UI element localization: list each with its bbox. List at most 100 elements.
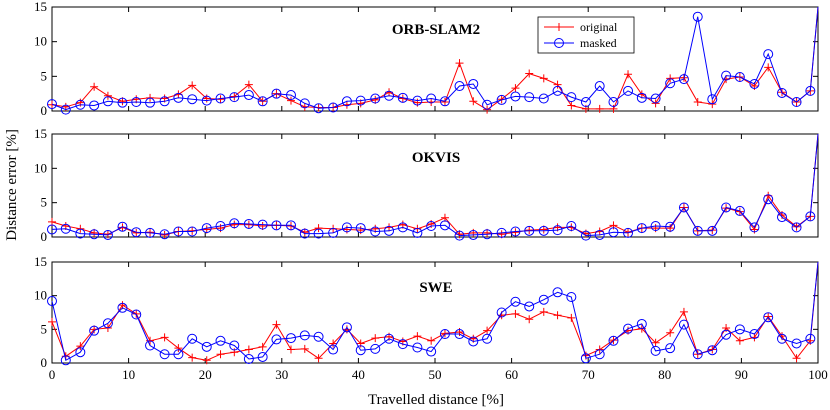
data-point-masked [341,222,352,233]
data-point-masked [229,92,240,103]
data-point-masked [665,78,676,89]
data-point-masked [510,296,521,307]
data-point-original [244,345,253,354]
data-point-masked [439,220,450,231]
data-point-masked [75,228,86,239]
data-point-original [216,350,225,359]
data-point-masked [524,225,535,236]
data-point-masked [313,228,324,239]
data-point-original [567,101,576,110]
data-point-masked [707,94,718,105]
data-point-masked [776,333,787,344]
data-point-masked [60,104,71,115]
data-point-masked [608,227,619,238]
series-line-original [51,261,819,361]
data-point-masked [734,205,745,216]
data-point-masked [721,329,732,340]
data-point-original [455,59,464,68]
data-point-masked [299,228,310,239]
data-point-original [735,336,744,345]
data-point-masked [707,225,718,236]
data-point-masked [299,98,310,109]
data-point-masked [496,307,507,318]
data-point-masked [370,226,381,237]
data-point-masked [285,220,296,231]
panel-title: SWE [419,280,452,296]
data-point-original [188,81,197,90]
data-point-masked [187,333,198,344]
data-point-original [792,354,801,363]
data-point-original [511,84,520,93]
data-point-masked [594,229,605,240]
panel-title: ORB-SLAM2 [392,22,480,38]
data-point-masked [439,96,450,107]
data-point-masked [749,329,760,340]
data-point-original [525,315,534,324]
data-point-masked [47,224,57,235]
data-point-original [286,222,295,231]
data-point-original [329,339,338,348]
panel-frame [51,261,819,364]
data-point-masked [749,78,760,89]
data-point-masked [791,96,802,107]
data-point-masked [552,287,563,298]
data-point-masked [566,292,577,303]
data-point-original [427,336,436,345]
data-point-original [314,224,323,233]
data-point-masked [215,335,226,346]
data-point-original [286,96,295,105]
data-point-masked [665,221,676,232]
data-point-masked [552,85,563,96]
data-point-original [244,80,253,89]
data-point-masked [89,325,100,336]
panel-2: 0 5 10 15 OKVIS [34,126,819,244]
data-point-masked [496,94,507,105]
data-point-masked [102,96,113,107]
data-point-masked [734,324,745,335]
data-point-masked [159,229,170,240]
data-point-masked [805,85,816,96]
data-point-masked [608,96,619,107]
x-tick-label: 20 [199,367,212,382]
data-point-masked [692,349,703,360]
data-point-masked [201,341,212,352]
legend: original masked [537,16,635,54]
y-tick-label: 0 [41,355,48,370]
data-point-masked [355,345,366,356]
y-tick-label: 15 [34,126,47,141]
data-point-masked [412,95,423,106]
legend-marker-original [555,23,563,31]
data-point-masked [187,94,198,105]
data-point-masked [763,312,774,323]
data-point-masked [805,333,816,344]
data-point-masked [538,93,549,104]
data-point-masked [117,302,128,313]
panel-3: 0 5 10 15 0 10 20 30 40 50 60 70 80 90 100 SWE [34,254,828,382]
data-point-masked [566,92,577,103]
data-point-masked [384,225,395,236]
data-point-original [413,332,422,341]
y-tick-label: 10 [34,288,47,303]
data-point-masked [623,85,634,96]
data-point-masked [271,334,282,345]
data-point-masked [173,226,184,237]
data-point-original [174,344,183,353]
data-point-masked [426,346,437,357]
data-point-masked [271,88,282,99]
data-point-masked [341,322,352,333]
data-point-masked [299,330,310,341]
data-point-masked [145,227,156,238]
data-point-original [440,97,449,106]
data-point-masked [328,344,339,355]
data-point-masked [580,230,591,241]
data-point-masked [496,227,507,238]
data-point-masked [243,218,254,229]
data-point-original [202,356,211,365]
data-point-original [160,230,169,239]
x-tick-label: 50 [429,367,442,382]
legend-marker-masked [554,38,564,48]
data-point-original [160,333,169,342]
data-point-masked [89,100,100,111]
data-point-masked [623,323,634,334]
data-point-masked [763,49,774,60]
